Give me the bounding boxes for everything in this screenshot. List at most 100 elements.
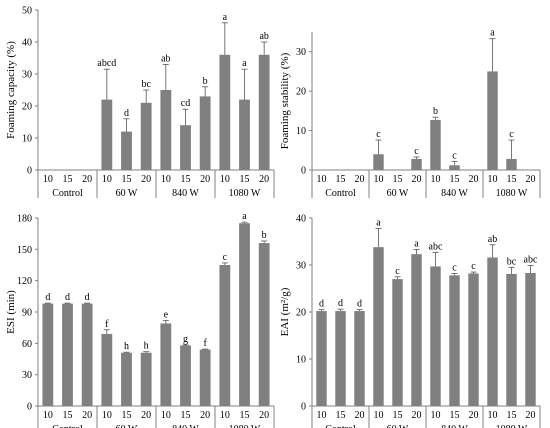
x-tick-label: 20	[469, 174, 479, 185]
significance-label: c	[395, 266, 400, 277]
x-tick-label: 15	[181, 410, 191, 421]
bar	[449, 275, 460, 406]
significance-label: c	[452, 262, 457, 273]
significance-label: ab	[488, 234, 497, 245]
y-tick-label: 180	[17, 214, 32, 225]
significance-label: a	[414, 238, 419, 249]
y-axis-title: Foaming capacity (%)	[5, 41, 17, 139]
bar	[81, 303, 93, 406]
bar	[430, 266, 441, 406]
bar	[354, 311, 365, 406]
significance-label: d	[357, 299, 362, 310]
y-tick-label: 30	[22, 70, 32, 81]
group-label: Control	[52, 424, 83, 428]
y-tick-label: 20	[296, 87, 306, 98]
bar	[316, 311, 327, 406]
group-label: 60 W	[116, 188, 138, 199]
bar	[239, 99, 250, 170]
x-tick-label: 15	[393, 410, 403, 421]
group-label: Control	[325, 424, 356, 428]
bar	[335, 311, 346, 406]
x-tick-label: 10	[431, 410, 441, 421]
x-tick-label: 10	[488, 174, 498, 185]
bar	[62, 303, 73, 406]
group-label: 60 W	[387, 188, 409, 199]
x-tick-label: 20	[526, 410, 536, 421]
x-tick-label: 15	[122, 410, 132, 421]
group-label: 60 W	[116, 424, 138, 428]
bar	[468, 273, 479, 406]
x-tick-label: 20	[200, 410, 210, 421]
significance-label: abcd	[97, 58, 116, 69]
y-tick-label: 30	[296, 47, 306, 58]
y-tick-label: 0	[27, 402, 32, 413]
x-tick-label: 15	[507, 410, 517, 421]
significance-label: f	[203, 338, 207, 349]
chart-panel-3: 0 30 60 90 120 150 180 ESI (min) d 10 d 15 d 20 f 10 h 15…	[5, 211, 275, 428]
bar	[101, 333, 113, 406]
x-tick-label: 20	[82, 410, 92, 421]
group-label: 60 W	[387, 424, 409, 428]
x-tick-label: 10	[374, 174, 384, 185]
bar	[121, 131, 132, 170]
significance-label: a	[242, 58, 247, 69]
x-tick-label: 15	[181, 174, 191, 185]
bar	[160, 90, 172, 170]
bar	[160, 323, 172, 406]
group-label: 840 W	[441, 188, 468, 199]
significance-label: c	[509, 129, 514, 140]
x-tick-label: 10	[102, 410, 112, 421]
bar	[101, 99, 113, 170]
significance-label: a	[223, 12, 228, 23]
significance-label: h	[144, 341, 149, 352]
x-tick-label: 15	[122, 174, 132, 185]
x-tick-label: 10	[102, 174, 112, 185]
x-tick-label: 15	[63, 410, 73, 421]
significance-label: d	[45, 292, 50, 303]
x-tick-label: 20	[412, 174, 422, 185]
x-tick-label: 15	[63, 174, 73, 185]
x-tick-label: 20	[200, 174, 210, 185]
x-tick-label: 10	[161, 174, 171, 185]
bar	[239, 223, 250, 406]
bar	[411, 158, 422, 170]
significance-label: ab	[259, 31, 268, 42]
significance-label: abc	[524, 254, 538, 265]
significance-label: ab	[161, 53, 170, 64]
y-tick-label: 20	[22, 102, 32, 113]
bar	[487, 257, 498, 406]
group-label: 840 W	[172, 188, 199, 199]
y-tick-label: 0	[27, 166, 32, 177]
x-tick-label: 20	[469, 410, 479, 421]
bar	[373, 247, 384, 406]
y-tick-label: 30	[22, 370, 32, 381]
bar	[258, 54, 270, 170]
significance-label: c	[471, 261, 476, 272]
significance-label: d	[85, 292, 90, 303]
group-label: Control	[325, 188, 356, 199]
y-tick-label: 90	[22, 308, 32, 319]
y-tick-label: 10	[296, 126, 306, 137]
x-tick-label: 10	[161, 410, 171, 421]
y-tick-label: 40	[296, 214, 306, 225]
x-tick-label: 15	[450, 174, 460, 185]
x-tick-label: 10	[43, 410, 53, 421]
bar	[140, 102, 152, 170]
significance-label: abc	[429, 241, 443, 252]
bar	[373, 154, 384, 170]
x-tick-label: 20	[259, 410, 269, 421]
x-tick-label: 10	[488, 410, 498, 421]
y-axis-title: ESI (min)	[5, 290, 17, 334]
significance-label: f	[105, 319, 109, 330]
x-tick-label: 15	[336, 174, 346, 185]
significance-label: c	[452, 150, 457, 161]
y-tick-label: 150	[17, 245, 32, 256]
bar	[180, 125, 191, 170]
group-label: 1080 W	[229, 424, 261, 428]
bar	[180, 345, 191, 406]
group-label: 1080 W	[496, 188, 528, 199]
x-tick-label: 10	[220, 410, 230, 421]
y-axis-title: EAI (m²/g)	[279, 287, 291, 336]
